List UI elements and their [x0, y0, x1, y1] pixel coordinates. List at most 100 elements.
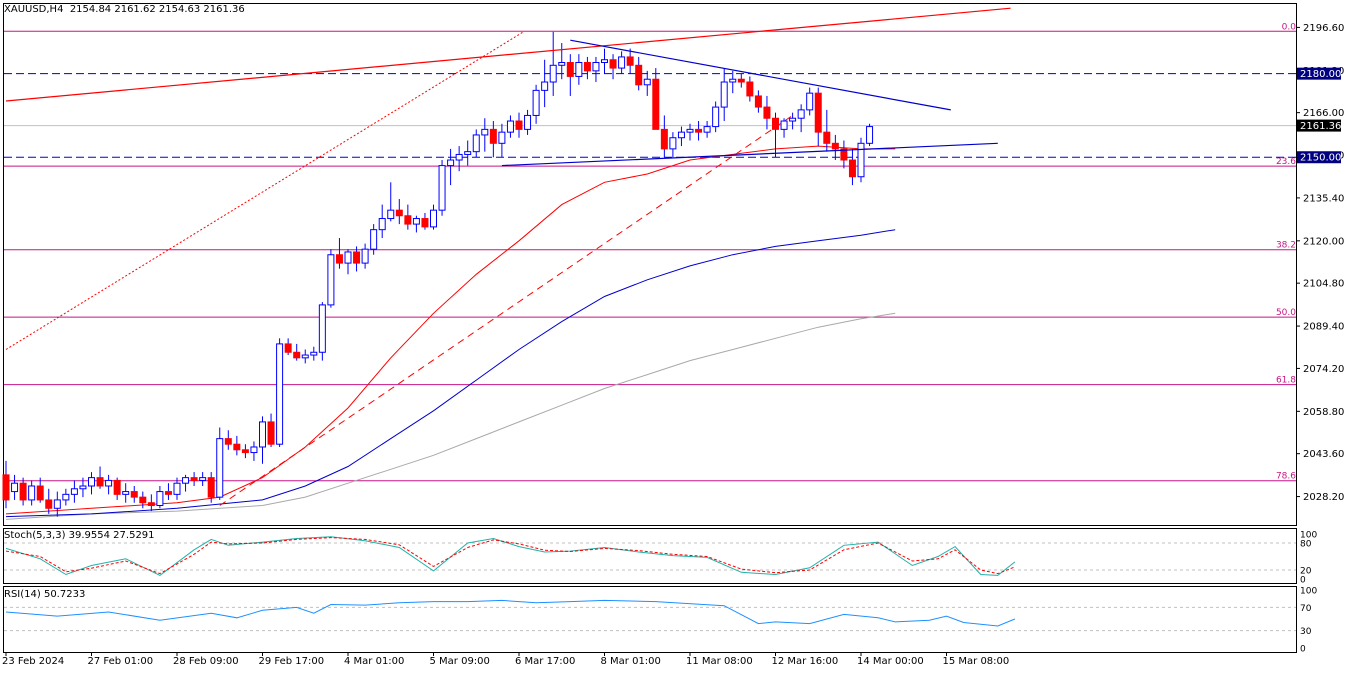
candle-bear [207, 477, 215, 498]
trendline-rising-support [501, 142, 998, 167]
candle-bear [746, 81, 754, 97]
candle-bull [677, 131, 685, 139]
candle-bull [53, 499, 61, 509]
candle-bear [609, 59, 617, 69]
candle-bull [729, 78, 737, 83]
candle-bull [79, 485, 87, 490]
candle-bull [541, 81, 549, 91]
candle-bull [780, 120, 788, 130]
fib-level-label: 61.8 [1276, 376, 1296, 386]
time-axis-tick-label: 27 Feb 01:00 [88, 656, 154, 667]
price-axis-tick-label: 2043.60 [1303, 449, 1344, 460]
candle-bear [164, 491, 172, 495]
stoch-axis-tick-label: 80 [1300, 540, 1312, 550]
candle-bear [353, 251, 361, 264]
time-axis-tick-label: 29 Feb 17:00 [259, 656, 325, 667]
time-axis-tick-label: 23 Feb 2024 [2, 656, 64, 667]
trendline-upper-channel [5, 7, 1011, 102]
candle-bull [438, 165, 446, 211]
level-label-box [1297, 151, 1341, 164]
price-axis-tick-label: 2135.40 [1303, 193, 1344, 204]
candle-bear [395, 209, 403, 217]
stoch-panel-frame [3, 528, 1297, 584]
time-axis-tick-label: 12 Mar 16:00 [772, 656, 839, 667]
candle-bull [720, 81, 728, 108]
candle-bear [96, 477, 104, 487]
candle-bear [241, 449, 249, 454]
candle-bear [772, 117, 779, 130]
candle-bear [660, 128, 668, 150]
time-axis-tick-label: 14 Mar 00:00 [857, 656, 924, 667]
current-price-label-text: 2161.36 [1300, 121, 1341, 132]
candle-bear [190, 477, 198, 481]
candle-bull [506, 120, 514, 133]
stoch-label: Stoch(5,3,3) 39.9554 27.5291 [4, 530, 155, 541]
candle-bear [284, 343, 292, 353]
candle-bear [763, 106, 771, 119]
rsi-axis-tick-label: 30 [1300, 627, 1312, 637]
candle-bull [524, 114, 532, 130]
candle-bull [156, 491, 164, 506]
candle-bull [88, 477, 95, 487]
candle-bear [224, 438, 232, 445]
price-axis-tick-label: 2074.20 [1303, 364, 1344, 375]
candle-bull [387, 209, 395, 220]
candle-bull [643, 78, 651, 86]
candle-bull [532, 89, 540, 116]
symbol-timeframe: XAUUSD,H4 [4, 4, 64, 15]
time-axis-tick-label: 11 Mar 08:00 [686, 656, 753, 667]
candle-bull [618, 56, 626, 69]
fib-level-label: 50.0 [1276, 308, 1296, 318]
candle-bull [686, 128, 694, 133]
candle-bull [806, 92, 814, 111]
candle-bull [344, 251, 352, 264]
candle-bull [122, 491, 130, 495]
ema-mid-line [5, 229, 896, 518]
candle-bull [250, 446, 258, 454]
time-axis-tick-label: 6 Mar 17:00 [515, 656, 575, 667]
price-panel-frame [3, 3, 1297, 526]
candle-bear [139, 496, 147, 504]
trendline-descending-resistance [570, 39, 951, 111]
candle-bull [182, 477, 190, 484]
candle-bull [370, 229, 378, 250]
candle-bull [327, 254, 335, 306]
trendline-rising-dashed [219, 114, 793, 506]
candle-bear [652, 78, 660, 130]
candle-bull [276, 343, 284, 445]
candle-bull [11, 482, 19, 493]
candle-bull [549, 64, 557, 83]
level-label-box [1297, 67, 1341, 80]
candle-bear [233, 443, 241, 451]
price-axis-tick-label: 2058.80 [1303, 407, 1344, 418]
candle-bear [2, 474, 10, 501]
candle-bull [866, 126, 874, 144]
time-axis-tick-label: 28 Feb 09:00 [173, 656, 239, 667]
candle-bull [481, 128, 489, 136]
rsi-line [5, 599, 1016, 627]
candle-bull [472, 134, 480, 153]
trendline-steep-dotted [5, 31, 524, 350]
candle-bear [421, 218, 429, 228]
candle-bull [703, 126, 711, 133]
stoch-axis-tick-label: 0 [1300, 576, 1306, 586]
stoch-axis-tick-label: 20 [1300, 567, 1312, 577]
candle-bull [301, 354, 309, 359]
candle-bear [823, 131, 831, 144]
price-axis-tick-label: 2104.80 [1303, 279, 1344, 290]
candle-bear [113, 479, 121, 495]
price-axis-tick-label: 2089.40 [1303, 322, 1344, 333]
price-axis-tick-label: 2196.60 [1303, 23, 1344, 34]
time-axis-tick-label: 5 Mar 09:00 [430, 656, 490, 667]
rsi-axis-tick-label: 70 [1300, 604, 1312, 614]
candle-bull [173, 482, 181, 495]
candle-bull [447, 159, 455, 167]
candle-bear [831, 142, 839, 150]
stoch-signal-line [5, 537, 1016, 575]
ema-slow-line [5, 312, 896, 520]
candle-bear [695, 128, 703, 133]
candle-bear [737, 78, 745, 83]
candle-bear [583, 62, 591, 72]
